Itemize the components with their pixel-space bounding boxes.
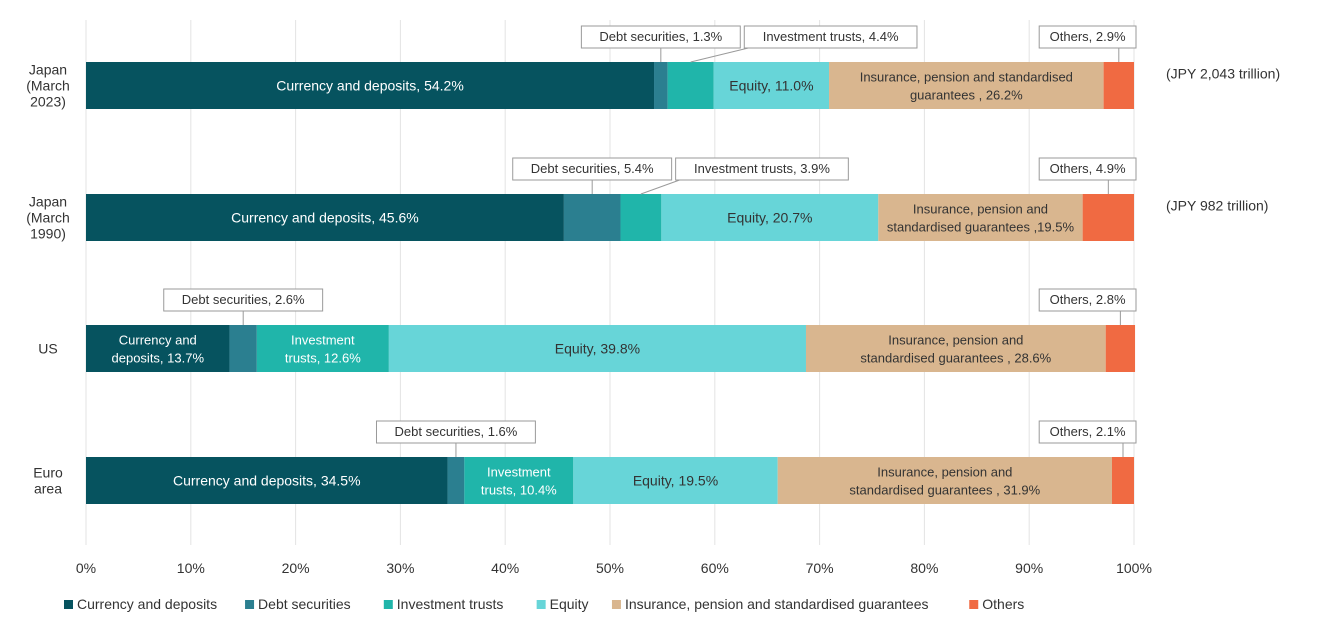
legend-label: Currency and deposits <box>77 596 217 612</box>
callout-data-label: Others, 2.1% <box>1050 424 1126 439</box>
bar-segment <box>654 62 668 109</box>
callout-data-label: Others, 4.9% <box>1050 161 1126 176</box>
segment-data-label: Insurance, pension and standardised guara… <box>887 202 1075 235</box>
segment-data-label: Investment trusts, 12.6% <box>285 333 361 366</box>
x-tick-label: 100% <box>1116 560 1152 576</box>
x-tick-label: 0% <box>76 560 96 576</box>
legend-swatch <box>536 600 546 609</box>
segment-data-label: Insurance, pension and standardised guara… <box>860 70 1073 103</box>
bar-segment <box>1111 457 1134 504</box>
x-tick-label: 60% <box>701 560 729 576</box>
segment-data-label: Currency and deposits, 34.5% <box>173 473 361 489</box>
callout-box <box>1038 157 1137 181</box>
bar-segment <box>563 194 621 241</box>
bar-segment <box>661 194 879 241</box>
segment-data-label: Equity, 39.8% <box>555 341 640 357</box>
bar-segment <box>620 194 662 241</box>
legend-swatch <box>611 600 621 609</box>
callout-box <box>1038 420 1137 444</box>
callout-leader <box>640 179 680 195</box>
bar-segment <box>86 194 564 241</box>
segment-data-label: Currency and deposits, 45.6% <box>231 210 419 226</box>
legend-label: Debt securities <box>258 596 351 612</box>
callout-box <box>1038 25 1137 49</box>
bar-segment <box>667 62 714 109</box>
bar-segment <box>86 325 230 372</box>
legend: Currency and deposits Debt securities Inve… <box>64 596 1024 612</box>
callout-data-label: Debt securities, 2.6% <box>182 292 305 307</box>
callout-leader <box>690 47 749 63</box>
row-label: Japan (March 1990) <box>26 194 70 242</box>
row-label: Euro area <box>33 465 63 497</box>
x-tick-label: 50% <box>596 560 624 576</box>
bar-segment <box>713 62 830 109</box>
x-tick-label: 80% <box>910 560 938 576</box>
callout-data-label: Investment trusts, 3.9% <box>694 161 830 176</box>
callout-box <box>675 157 849 181</box>
bar-segment <box>878 194 1083 241</box>
x-tick-label: 30% <box>386 560 414 576</box>
segment-data-label: Insurance, pension and standardised guara… <box>860 333 1051 366</box>
callout-data-label: Debt securities, 5.4% <box>531 161 654 176</box>
row-total-label: (JPY 982 trillion) <box>1166 198 1268 214</box>
bar-segment <box>1082 194 1134 241</box>
x-tick-label: 20% <box>282 560 310 576</box>
legend-swatch <box>969 600 979 609</box>
legend-label: Insurance, pension and standardised guar… <box>625 596 929 612</box>
callout-data-label: Debt securities, 1.6% <box>395 424 518 439</box>
x-tick-label: 10% <box>177 560 205 576</box>
bar-segment <box>464 457 574 504</box>
callout-data-label: Others, 2.9% <box>1050 29 1126 44</box>
bar-segment <box>805 325 1106 372</box>
bar-segment <box>86 62 655 109</box>
legend-swatch <box>245 600 255 609</box>
legend-label: Equity <box>550 596 589 612</box>
callout-data-label: Investment trusts, 4.4% <box>763 29 899 44</box>
bar-segment <box>1105 325 1136 372</box>
bar-segment <box>256 325 389 372</box>
segment-data-label: Equity, 19.5% <box>633 473 718 489</box>
legend-label: Investment trusts <box>397 596 504 612</box>
segment-data-label: Equity, 11.0% <box>729 78 813 94</box>
bars: Japan (March 2023) (JPY 2,043 trillion) Curr… <box>26 62 1280 504</box>
segment-data-label: Currency and deposits, 54.2% <box>276 78 464 94</box>
segment-data-label: Insurance, pension and standardised guara… <box>849 465 1040 498</box>
callouts: Debt securities, 1.3% Investment trusts, … <box>163 25 1137 457</box>
segment-data-label: Investment trusts, 10.4% <box>481 465 557 498</box>
callout-box <box>1038 288 1137 312</box>
segment-data-label: Currency and deposits, 13.7% <box>112 333 205 366</box>
row-total-label: (JPY 2,043 trillion) <box>1166 66 1280 82</box>
bar-segment <box>573 457 778 504</box>
bar-segment <box>229 325 257 372</box>
bar-segment <box>86 457 448 504</box>
callout-data-label: Debt securities, 1.3% <box>599 29 722 44</box>
callout-box <box>743 25 918 49</box>
x-tick-label: 90% <box>1015 560 1043 576</box>
bar-segment <box>829 62 1104 109</box>
legend-swatch <box>383 600 393 609</box>
row-label: Japan (March 2023) <box>26 62 70 110</box>
legend-label: Others <box>982 596 1024 612</box>
bar-segment <box>447 457 465 504</box>
bar-segment <box>1103 62 1134 109</box>
segment-data-label: Equity, 20.7% <box>727 210 812 226</box>
bar-segment <box>777 457 1112 504</box>
callout-data-label: Others, 2.8% <box>1050 292 1126 307</box>
row-label: US <box>38 341 57 357</box>
legend-swatch <box>64 600 73 609</box>
x-axis: 0% 10% 20% 30% 40% 50% 60% 70% 80% 90% 100% <box>76 560 1152 576</box>
x-tick-label: 40% <box>491 560 519 576</box>
bar-segment <box>388 325 806 372</box>
x-tick-label: 70% <box>806 560 834 576</box>
